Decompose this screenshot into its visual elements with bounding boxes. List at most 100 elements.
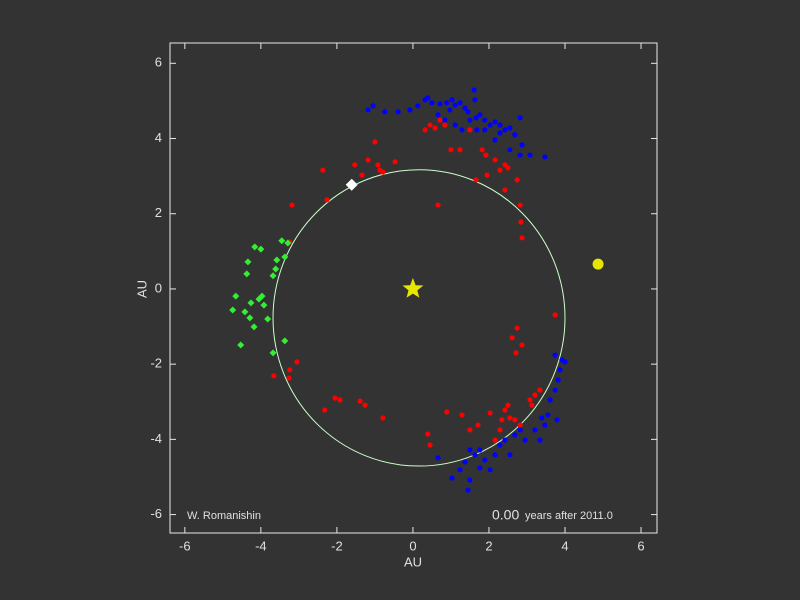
point bbox=[465, 109, 471, 115]
point bbox=[527, 397, 533, 403]
point bbox=[512, 132, 518, 138]
diamond-point bbox=[251, 243, 259, 251]
point bbox=[502, 407, 508, 413]
point bbox=[517, 422, 523, 428]
point bbox=[497, 130, 503, 136]
point bbox=[459, 412, 465, 418]
point bbox=[365, 157, 371, 163]
point bbox=[449, 97, 455, 103]
point bbox=[444, 100, 450, 106]
point bbox=[513, 350, 519, 356]
diamond-point bbox=[244, 258, 252, 266]
point bbox=[362, 402, 368, 408]
diamond-point bbox=[278, 237, 286, 245]
point bbox=[499, 417, 505, 423]
point bbox=[507, 125, 513, 131]
diamond-point bbox=[250, 323, 258, 331]
point bbox=[474, 127, 480, 133]
point bbox=[507, 147, 513, 153]
point bbox=[432, 125, 438, 131]
star bbox=[402, 277, 424, 298]
point bbox=[457, 147, 463, 153]
point bbox=[287, 367, 293, 373]
y-tick-label: 6 bbox=[155, 55, 162, 70]
point bbox=[375, 162, 381, 168]
point bbox=[473, 177, 479, 183]
point bbox=[422, 127, 428, 133]
diamond-point bbox=[272, 265, 280, 273]
point bbox=[547, 397, 553, 403]
point bbox=[437, 117, 443, 123]
point bbox=[467, 117, 473, 123]
point bbox=[517, 202, 523, 208]
point bbox=[509, 335, 515, 341]
point bbox=[382, 109, 388, 115]
point bbox=[448, 147, 454, 153]
point bbox=[507, 415, 513, 421]
point bbox=[492, 452, 498, 458]
point bbox=[337, 397, 343, 403]
x-tick-label: 4 bbox=[561, 538, 568, 553]
point bbox=[467, 127, 473, 133]
point bbox=[529, 402, 535, 408]
point bbox=[519, 235, 525, 241]
point bbox=[352, 162, 358, 168]
y-tick-label: 0 bbox=[155, 280, 162, 295]
y-tick-label: 4 bbox=[155, 130, 162, 145]
point bbox=[435, 112, 441, 118]
point bbox=[271, 373, 277, 379]
diamond-point bbox=[232, 292, 240, 300]
point bbox=[497, 167, 503, 173]
point bbox=[507, 452, 513, 458]
diamond-point bbox=[229, 306, 237, 314]
point bbox=[532, 427, 538, 433]
point bbox=[332, 395, 338, 401]
point bbox=[407, 107, 413, 113]
point bbox=[502, 437, 508, 443]
point bbox=[289, 202, 295, 208]
time-unit: years after 2011.0 bbox=[525, 510, 613, 522]
point bbox=[472, 97, 478, 103]
point bbox=[473, 115, 479, 121]
diamond-point bbox=[264, 315, 272, 323]
diamond-point bbox=[258, 292, 266, 300]
point bbox=[425, 95, 431, 101]
point bbox=[537, 437, 543, 443]
point bbox=[359, 172, 365, 178]
x-tick-label: 2 bbox=[485, 538, 492, 553]
point bbox=[482, 117, 488, 123]
point bbox=[542, 154, 548, 160]
point bbox=[320, 167, 326, 173]
point bbox=[380, 415, 386, 421]
point bbox=[462, 459, 468, 465]
point bbox=[514, 325, 520, 331]
point bbox=[459, 127, 465, 133]
point bbox=[512, 432, 518, 438]
point bbox=[370, 103, 376, 109]
point bbox=[517, 115, 523, 121]
diamond-point bbox=[284, 239, 292, 247]
point bbox=[449, 475, 455, 481]
point bbox=[542, 422, 548, 428]
point bbox=[519, 342, 525, 348]
point bbox=[467, 477, 473, 483]
point bbox=[472, 452, 478, 458]
point bbox=[518, 219, 524, 225]
point bbox=[465, 487, 471, 493]
point bbox=[467, 447, 473, 453]
point bbox=[395, 109, 401, 115]
point bbox=[477, 447, 483, 453]
x-tick-label: -4 bbox=[255, 538, 267, 553]
plot-frame bbox=[169, 42, 658, 534]
point bbox=[562, 359, 568, 365]
point bbox=[467, 427, 473, 433]
point bbox=[505, 165, 511, 171]
point bbox=[545, 412, 551, 418]
point bbox=[492, 437, 498, 443]
x-tick-label: -6 bbox=[179, 538, 191, 553]
diamond-point bbox=[273, 256, 281, 264]
point bbox=[487, 410, 493, 416]
point bbox=[492, 137, 498, 143]
point bbox=[427, 122, 433, 128]
